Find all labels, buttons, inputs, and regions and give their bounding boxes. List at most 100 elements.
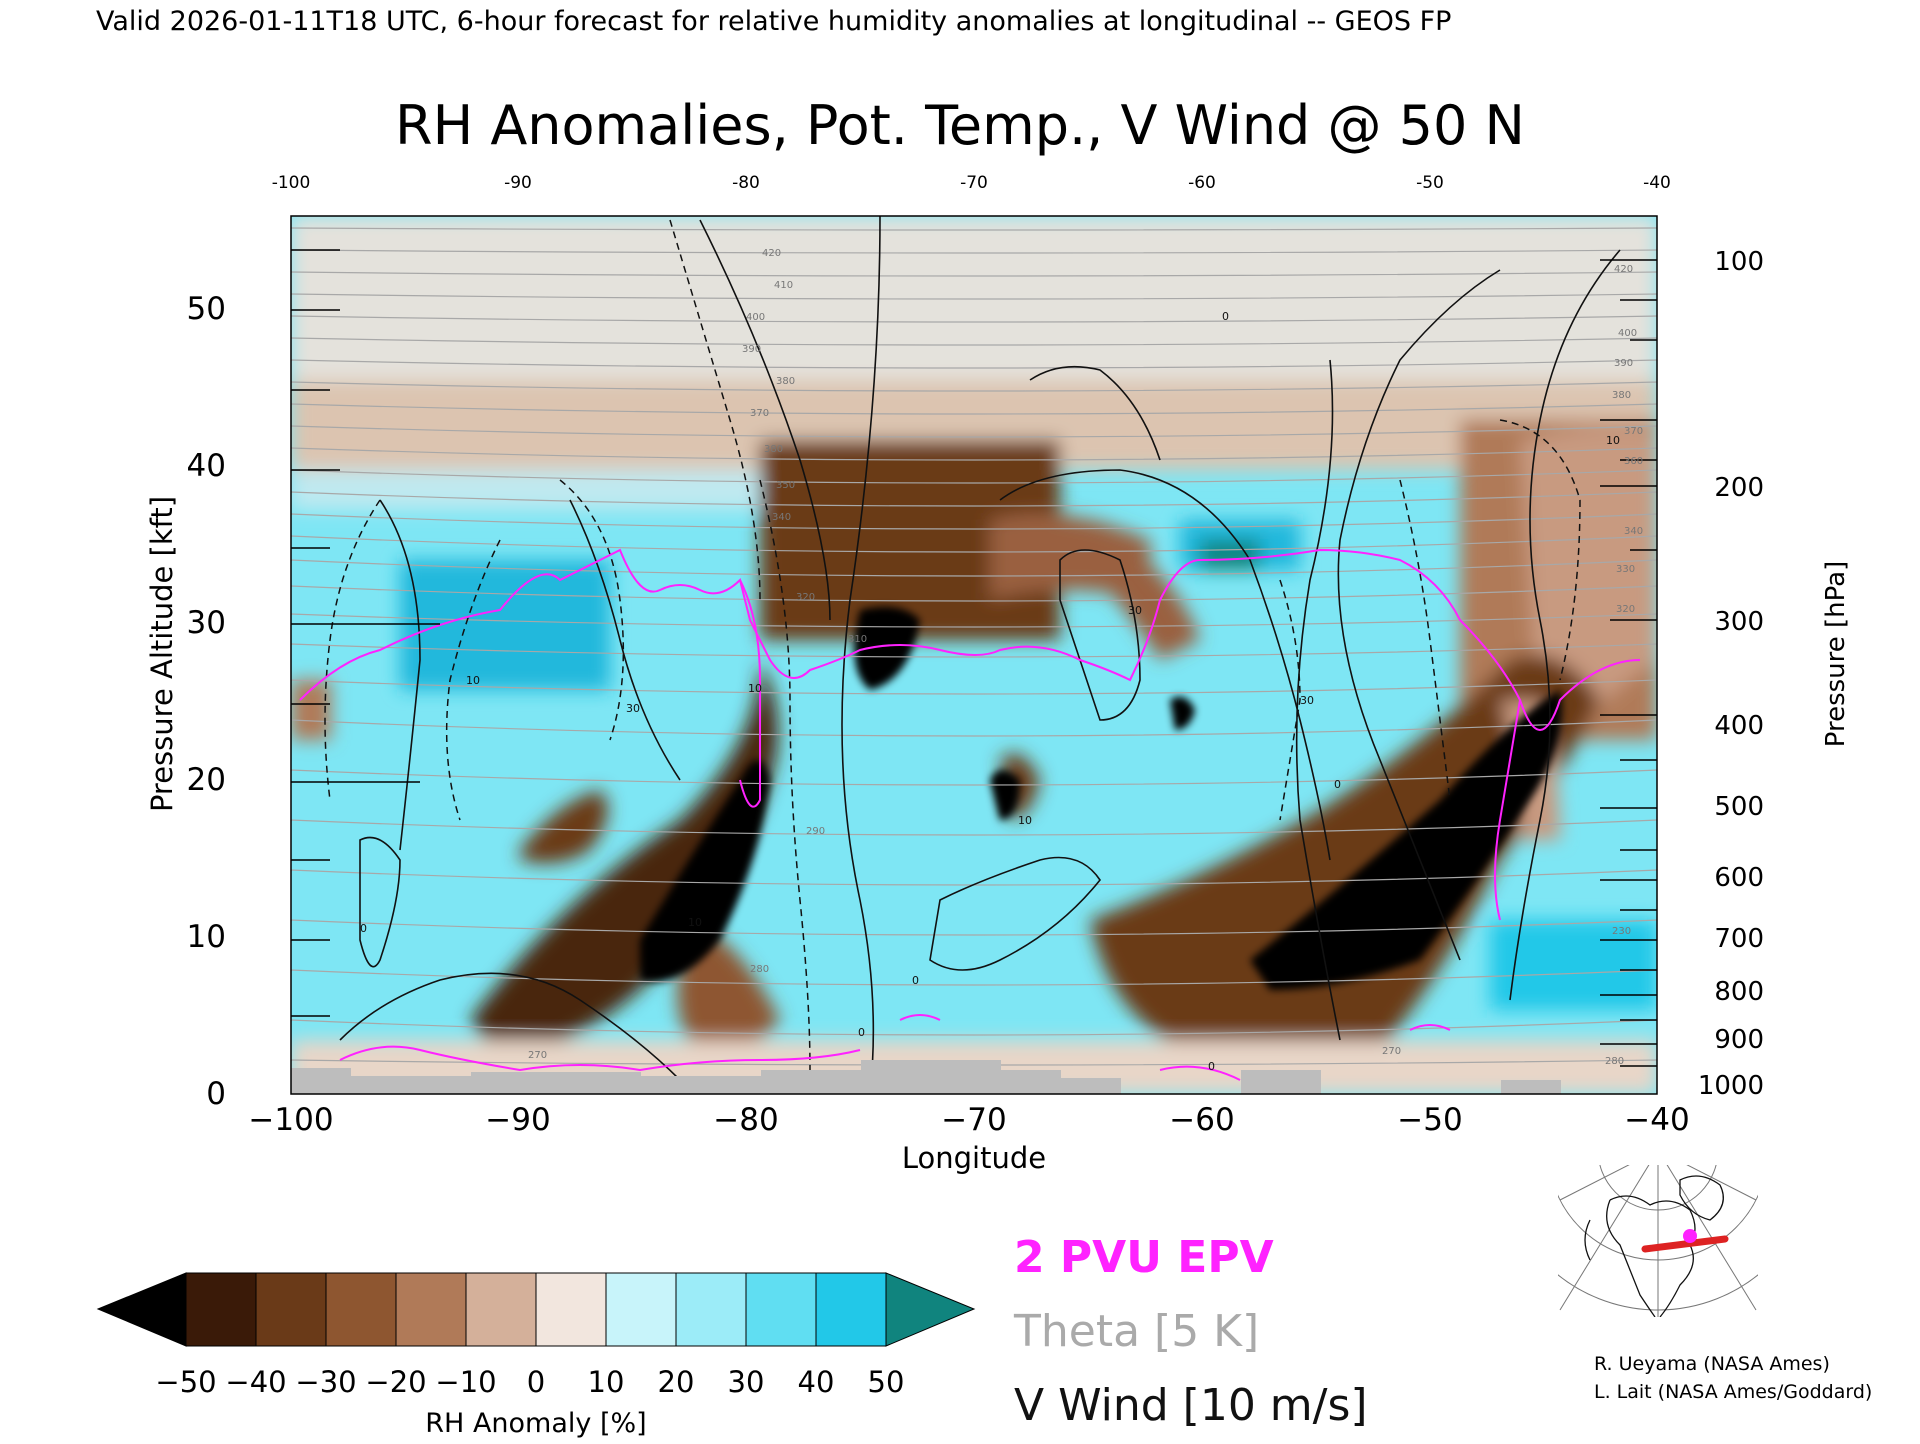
colorbar-tick-labels: −50 −40 −30 −20 −10 0 10 20 30 40 50 [155, 1365, 904, 1399]
colorbar-bin [745, 1272, 817, 1347]
colorbar-tick-label: 40 [798, 1365, 835, 1399]
x-tick-label: −60 [1169, 1102, 1234, 1138]
colorbar-bin [395, 1272, 467, 1347]
top-tick-label: -60 [1188, 173, 1216, 193]
wind-label: 10 [1606, 434, 1620, 447]
wind-contours [339, 216, 1621, 1094]
colorbar-bin [535, 1272, 607, 1347]
header-text: Valid 2026-01-11T18 UTC, 6-hour forecast… [96, 6, 1451, 37]
x-tick-label: −70 [941, 1102, 1006, 1138]
x-tick-labels: −100 −90 −80 −70 −60 −50 −40 [248, 1102, 1689, 1138]
theta-label: 380 [764, 444, 783, 455]
y2-axis-label: Pressure [hPa] [1821, 561, 1851, 748]
x-tick-label: −90 [485, 1102, 550, 1138]
y-tick-label: 0 [206, 1076, 226, 1112]
theta-label: 310 [848, 634, 867, 645]
theta-label: 390 [1614, 358, 1633, 369]
wind-contours-dashed [324, 219, 1581, 1071]
colorbar-tick-label: −50 [155, 1365, 216, 1399]
theta-label: 360 [1624, 456, 1643, 467]
x-tick-label: −80 [713, 1102, 778, 1138]
theta-label: 380 [1612, 390, 1631, 401]
left-ticks [291, 249, 440, 1017]
top-tick-label: -100 [272, 173, 311, 193]
theta-label: 400 [1618, 328, 1637, 339]
theta-labels: 420 410 400 390 380 370 380 350 340 320 … [528, 248, 1643, 1067]
pressure-tick-label: 300 [1714, 607, 1764, 637]
colorbar-tick-label: 20 [658, 1365, 695, 1399]
colorbar-label: RH Anomaly [%] [425, 1408, 646, 1439]
colorbar-bin [465, 1272, 537, 1347]
pressure-tick-label: 600 [1714, 863, 1764, 893]
right-ticks [1600, 259, 1657, 1067]
terrain [291, 1060, 1561, 1094]
wind-label: 30 [626, 702, 640, 715]
pressure-tick-label: 900 [1714, 1025, 1764, 1055]
theta-label: 370 [1624, 426, 1643, 437]
pressure-tick-label: 700 [1714, 924, 1764, 954]
wind-label: 0 [360, 922, 367, 935]
credits: R. Ueyama (NASA Ames) L. Lait (NASA Ames… [1594, 1353, 1872, 1403]
inset-map [1558, 1165, 1758, 1317]
theta-label: 340 [1624, 526, 1643, 537]
y-tick-label: 40 [187, 448, 226, 484]
top-tick-label: -50 [1416, 173, 1444, 193]
pressure-tick-label: 100 [1714, 247, 1764, 277]
colorbar-bin [675, 1272, 747, 1347]
theta-label: 290 [806, 826, 825, 837]
colorbar-bin [605, 1272, 677, 1347]
pressure-tick-labels: 100 200 300 400 500 600 700 800 900 1000 [1698, 247, 1764, 1101]
pressure-tick-label: 800 [1714, 977, 1764, 1007]
theta-label: 330 [1616, 564, 1635, 575]
theta-label: 370 [750, 408, 769, 419]
theta-label: 410 [774, 280, 793, 291]
colorbar-tick-label: 10 [588, 1365, 625, 1399]
wind-label: 10 [748, 682, 762, 695]
y-axis-label: Pressure Altitude [kft] [145, 496, 179, 812]
colorbar-tick-label: 50 [868, 1365, 905, 1399]
theta-label: 420 [762, 248, 781, 259]
theta-contours [291, 227, 1657, 1066]
theta-label: 270 [528, 1050, 547, 1061]
top-tick-labels: -100 -90 -80 -70 -60 -50 -40 [272, 173, 1671, 193]
theta-label: 320 [796, 592, 815, 603]
y-tick-label: 50 [187, 291, 226, 327]
pressure-tick-label: 1000 [1698, 1071, 1764, 1101]
chart-title: RH Anomalies, Pot. Temp., V Wind @ 50 N [395, 94, 1525, 157]
colorbar-bin [325, 1272, 397, 1347]
colorbar-tick-label: 30 [728, 1365, 765, 1399]
legend-theta: Theta [5 K] [1013, 1306, 1259, 1357]
wind-label: 10 [688, 916, 702, 929]
theta-label: 320 [1616, 604, 1635, 615]
x-tick-label: −40 [1624, 1102, 1689, 1138]
wind-label: 0 [912, 974, 919, 987]
x-tick-label: −50 [1397, 1102, 1462, 1138]
location-marker [1683, 1229, 1697, 1243]
x-tick-label: −100 [248, 1102, 333, 1138]
y-tick-label: 10 [187, 919, 226, 955]
latitude-marker [1641, 1235, 1729, 1253]
plot-frame [290, 215, 1658, 1095]
top-tick-label: -40 [1643, 173, 1671, 193]
top-tick-label: -70 [960, 173, 988, 193]
credit-line: L. Lait (NASA Ames/Goddard) [1594, 1381, 1872, 1403]
colorbar-bin [185, 1272, 257, 1347]
epv-contours [299, 548, 1641, 1081]
colorbar-high-arrow [885, 1272, 976, 1347]
wind-labels: 10 30 10 0 10 30 0 10 0 10 30 0 0 0 [360, 310, 1620, 1073]
theta-label: 270 [1382, 1046, 1401, 1057]
wind-label: 10 [1018, 814, 1032, 827]
top-tick-label: -80 [732, 173, 760, 193]
y-tick-label: 20 [187, 762, 226, 798]
y-tick-labels: 0 10 20 30 40 50 [187, 291, 226, 1112]
wind-label: 0 [858, 1026, 865, 1039]
colorbar-tick-label: −30 [295, 1365, 356, 1399]
colorbar-low-arrow [96, 1272, 187, 1347]
theta-label: 340 [772, 512, 791, 523]
wind-label: 0 [1334, 778, 1341, 791]
colorbar-bin [255, 1272, 327, 1347]
wind-label: 30 [1128, 604, 1142, 617]
legend-wind: V Wind [10 m/s] [1014, 1380, 1368, 1431]
theta-label: 280 [750, 964, 769, 975]
colorbar-tick-label: −20 [365, 1365, 426, 1399]
